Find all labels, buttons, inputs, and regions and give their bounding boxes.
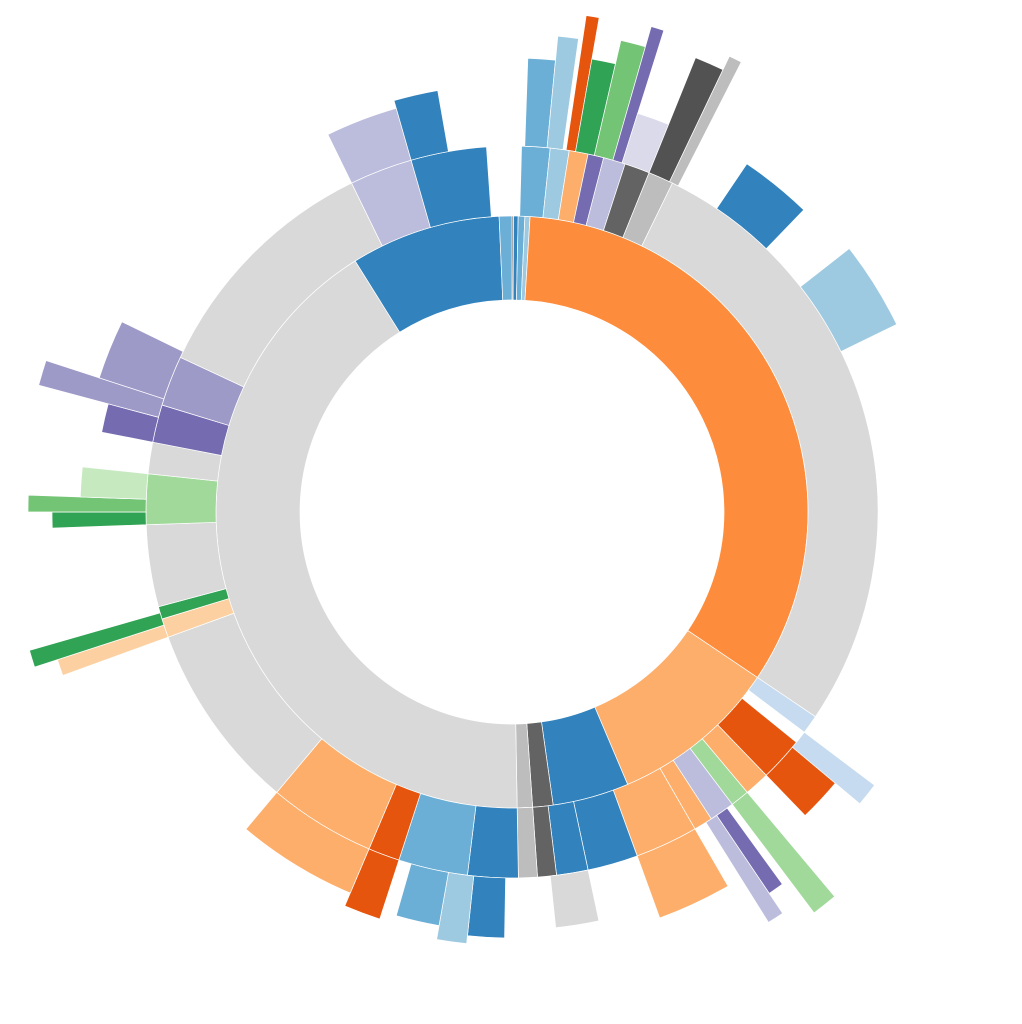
ring3-segment[interactable] (546, 35, 579, 150)
ring2-segment[interactable] (145, 473, 219, 526)
center-hole (302, 302, 722, 722)
ring3-segment[interactable] (705, 814, 784, 923)
ring2-segment[interactable] (467, 805, 519, 879)
ring3-segment[interactable] (29, 612, 165, 668)
ring3-segment[interactable] (395, 863, 449, 927)
ring3-segment[interactable] (765, 746, 836, 817)
ring3-segment[interactable] (716, 163, 805, 250)
ring3-segment[interactable] (467, 875, 506, 939)
ring3-segment[interactable] (799, 248, 898, 353)
ring3-segment[interactable] (731, 791, 836, 914)
ring3-segment[interactable] (393, 90, 449, 161)
ring3-segment[interactable] (549, 869, 600, 929)
ring3-segment[interactable] (79, 466, 149, 500)
ring3-segment[interactable] (98, 321, 184, 400)
ring3-segment[interactable] (636, 828, 729, 919)
ring3-segment[interactable] (669, 55, 742, 187)
sunburst-rings (27, 15, 898, 945)
ring3-segment[interactable] (51, 511, 147, 529)
ring2-segment[interactable] (747, 677, 816, 733)
ring1-segment[interactable] (498, 215, 513, 301)
ring3-segment[interactable] (245, 791, 370, 894)
